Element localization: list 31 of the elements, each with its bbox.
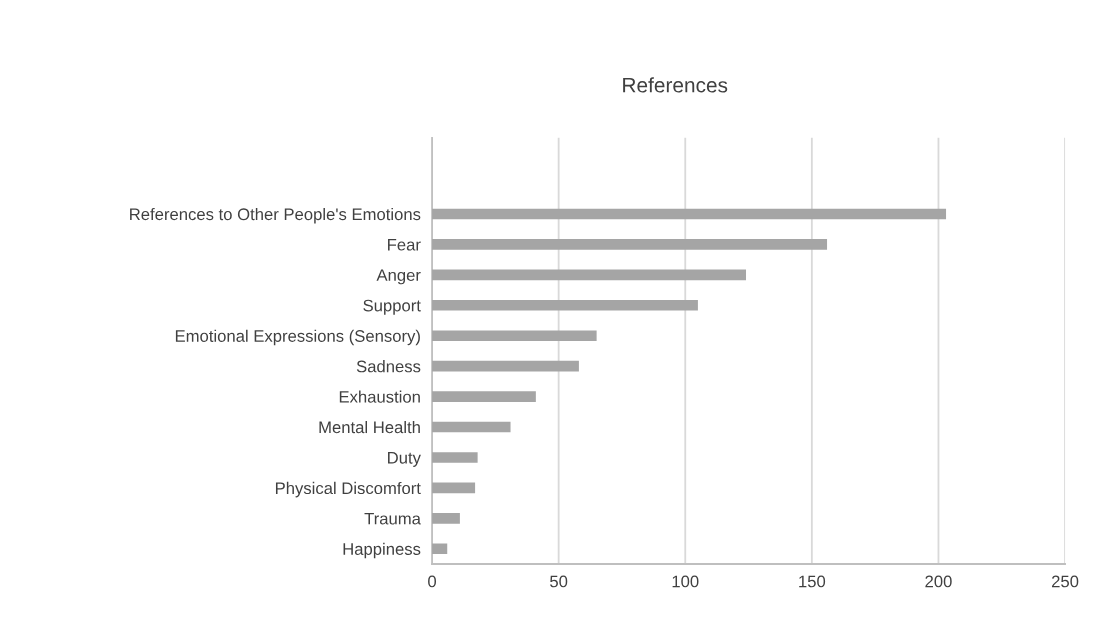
- y-tick-label: Duty: [388, 452, 421, 467]
- y-tick-label: Anger: [376, 269, 421, 285]
- y-tick-label: Fear: [388, 238, 421, 251]
- y-tick-label: References to Other People's Emotions: [130, 207, 421, 224]
- x-tick-label: 50: [550, 575, 568, 588]
- y-tick-label: Sadness: [356, 360, 421, 373]
- bar: [432, 543, 448, 555]
- x-tick-label: 200: [925, 575, 952, 588]
- chart-title: References: [623, 77, 728, 93]
- bar: [432, 513, 460, 524]
- x-tick-label: 150: [799, 575, 826, 588]
- x-tick-label: 0: [428, 575, 437, 588]
- bar: [432, 299, 698, 311]
- x-tick-label: 100: [672, 575, 699, 588]
- x-tick-label: 250: [1051, 575, 1079, 588]
- bar: [432, 391, 536, 402]
- bar: [432, 208, 947, 220]
- bar: [432, 360, 579, 372]
- y-tick-label: Support: [363, 299, 421, 315]
- y-tick-label: Exhaustion: [339, 390, 420, 403]
- bar: [432, 330, 597, 342]
- y-tick-label: Physical Discomfort: [275, 481, 421, 498]
- bar: [432, 421, 511, 433]
- y-tick-label: Trauma: [364, 512, 421, 525]
- y-tick-label: Mental Health: [319, 420, 420, 434]
- y-tick-label: Emotional Expressions (Sensory): [175, 329, 420, 346]
- bar: [432, 239, 828, 250]
- bar: [432, 269, 747, 281]
- bar: [432, 452, 478, 463]
- bar: [432, 482, 476, 494]
- y-tick-label: Happiness: [343, 542, 421, 559]
